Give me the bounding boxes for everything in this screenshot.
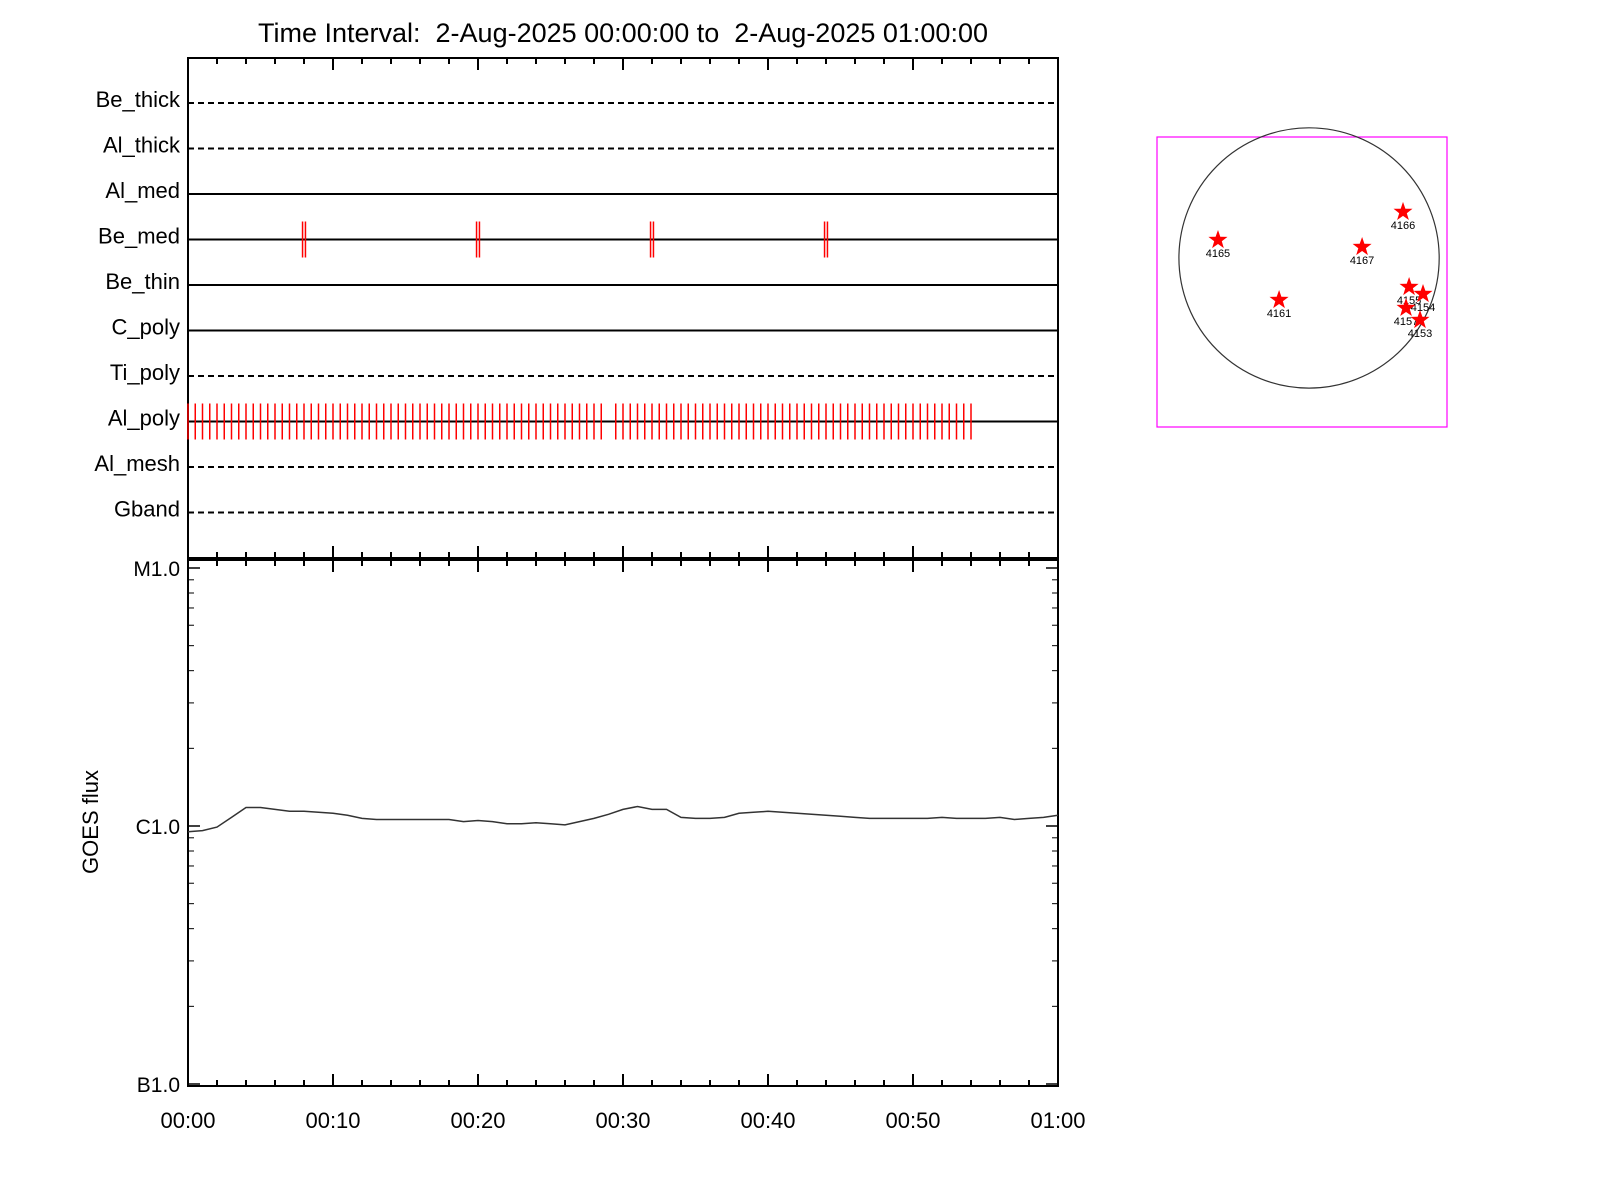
region-label: 4167 [1350, 255, 1374, 267]
x-tick-label: 00:00 [160, 1108, 215, 1133]
plot-frame [187, 57, 1059, 559]
region-label: 4166 [1391, 220, 1415, 232]
solar-disk [1178, 127, 1440, 389]
y-tick-label: C1.0 [136, 816, 180, 839]
region-label: 4157 [1394, 316, 1418, 328]
row-label: Be_med [98, 224, 180, 249]
region-label: 4153 [1408, 328, 1432, 340]
region-label: 4155 [1397, 295, 1421, 307]
region-label: 4165 [1206, 248, 1230, 260]
region-marker [1399, 277, 1419, 296]
region-marker [1413, 284, 1433, 303]
map-box [1156, 136, 1448, 428]
goes-line [187, 805, 1059, 833]
region-label: 4154 [1411, 302, 1435, 314]
row-label: Be_thin [105, 269, 180, 294]
region-marker [1352, 237, 1372, 256]
x-tick-label: 00:30 [595, 1108, 650, 1133]
region-label: 4161 [1267, 308, 1291, 320]
row-label: Al_poly [108, 406, 180, 431]
y-tick-label: B1.0 [137, 1074, 180, 1097]
y-tick-label: M1.0 [133, 558, 180, 581]
row-label: Al_med [105, 178, 180, 203]
row-label: C_poly [112, 315, 180, 340]
x-tick-label: 00:40 [740, 1108, 795, 1133]
plot-frame [187, 559, 1059, 1087]
x-tick-label: 00:50 [885, 1108, 940, 1133]
region-marker [1269, 290, 1289, 309]
chart-title: Time Interval: 2-Aug-2025 00:00:00 to 2-… [258, 18, 988, 48]
row-label: Al_mesh [94, 451, 180, 476]
x-tick-label: 00:20 [450, 1108, 505, 1133]
row-label: Gband [114, 497, 180, 522]
region-marker [1393, 201, 1413, 220]
row-label: Be_thick [96, 87, 181, 112]
region-marker [1396, 298, 1416, 316]
x-tick-label: 01:00 [1030, 1108, 1085, 1133]
region-marker [1410, 310, 1430, 329]
region-marker [1208, 230, 1228, 249]
row-label: Al_thick [103, 133, 181, 158]
x-tick-label: 00:10 [305, 1108, 360, 1133]
row-label: Ti_poly [110, 360, 180, 385]
y-axis-label: GOES flux [78, 770, 103, 874]
